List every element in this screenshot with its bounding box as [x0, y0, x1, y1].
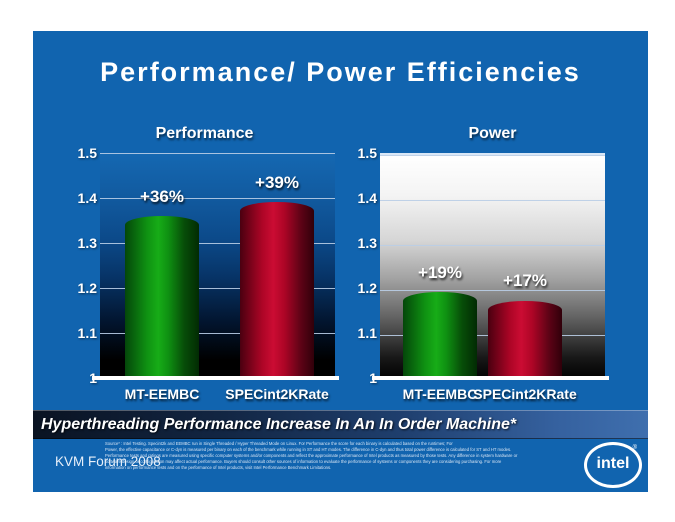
y-tick-label: 1.3: [77, 235, 97, 251]
performance-bar-mt-eembc: [125, 216, 199, 378]
y-tick-label: 1.2: [77, 280, 97, 296]
y-tick-label: 1.1: [357, 325, 377, 341]
gridline: [380, 245, 605, 246]
highlight-banner: Hyperthreading Performance Increase In A…: [33, 410, 648, 439]
presentation-slide: Performance/ Power Efficiencies Performa…: [33, 31, 648, 492]
performance-x-axis-line: [92, 376, 339, 380]
source-line: Power, the effective capacitance or C-dy…: [105, 447, 512, 452]
gridline: [100, 243, 335, 244]
source-line: information on performance tests and on …: [105, 465, 332, 470]
intel-logo-text: intel: [596, 455, 630, 472]
gridline: [100, 153, 335, 154]
slide-title: Performance/ Power Efficiencies: [100, 57, 581, 87]
y-tick-label: 1.5: [357, 145, 377, 161]
gridline: [100, 198, 335, 199]
source-line: Source* : Intel Testing. Specint2k and E…: [105, 441, 453, 446]
power-category-mt-eembc: MT-EEMBC: [402, 386, 478, 402]
footer-event-label: KVM Forum 2008: [55, 454, 161, 469]
registered-trademark-icon: ®: [632, 445, 637, 451]
performance-data-label-specint2krate: +39%: [255, 173, 299, 192]
banner-text: Hyperthreading Performance Increase In A…: [41, 416, 517, 433]
source-line: software design or configuration may aff…: [105, 459, 502, 464]
source-line: Performance tests and ratings are measur…: [105, 453, 518, 458]
performance-bar-specint2krate: [240, 202, 314, 378]
power-bar-mt-eembc: [403, 292, 477, 378]
intel-logo: intel ®: [584, 442, 642, 488]
y-tick-label: 1.4: [357, 190, 377, 206]
performance-category-mt-eembc: MT-EEMBC: [124, 386, 200, 402]
power-data-label-mt-eembc: +19%: [418, 263, 462, 282]
y-tick-label: 1.2: [357, 280, 377, 296]
source-disclaimer-text: Source* : Intel Testing. Specint2k and E…: [105, 441, 575, 471]
power-data-label-specint2krate: +17%: [503, 271, 547, 290]
y-tick-label: 1.4: [77, 190, 97, 206]
y-tick-label: 1.3: [357, 235, 377, 251]
y-tick-label: 1: [327, 370, 377, 386]
power-bar-specint2krate: [488, 301, 562, 378]
gridline: [380, 155, 605, 156]
performance-data-label-mt-eembc: +36%: [140, 187, 184, 206]
y-tick-label: 1.5: [77, 145, 97, 161]
gridline: [100, 333, 335, 334]
gridline: [100, 288, 335, 289]
y-tick-label: 1: [47, 370, 97, 386]
power-x-axis-line: [372, 376, 609, 380]
gridline: [380, 290, 605, 291]
power-chart-title: Power: [468, 125, 517, 142]
y-tick-label: 1.1: [77, 325, 97, 341]
performance-category-specint2krate: SPECint2KRate: [225, 386, 329, 402]
gridline: [380, 200, 605, 201]
performance-chart-title: Performance: [155, 125, 254, 142]
power-category-specint2krate: SPECint2KRate: [473, 386, 577, 402]
